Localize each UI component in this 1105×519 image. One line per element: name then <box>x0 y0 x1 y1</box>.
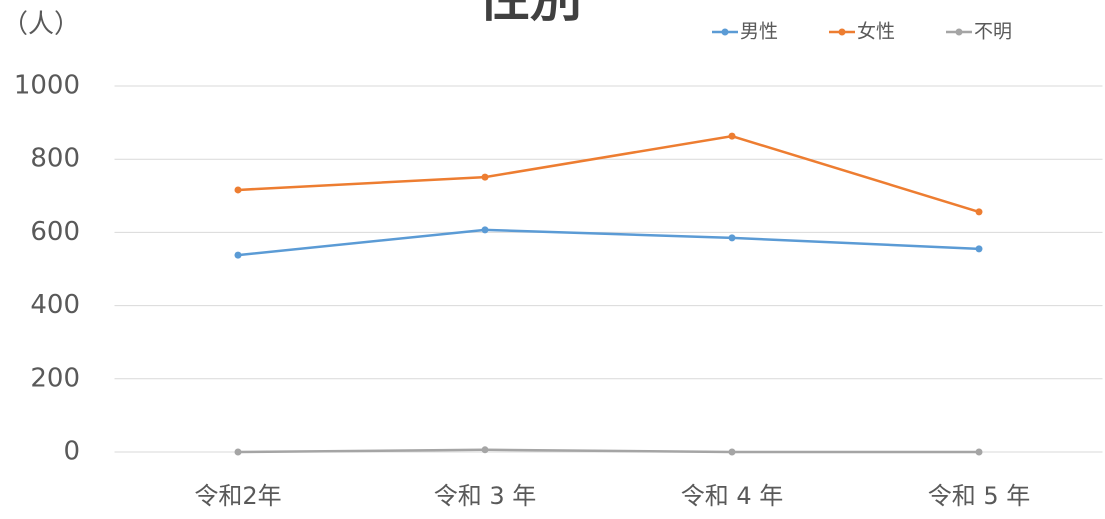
data-point <box>234 251 242 259</box>
series-line <box>237 228 980 257</box>
y-tick-label: 400 <box>30 290 80 320</box>
data-point <box>975 245 983 253</box>
series-line <box>237 448 979 454</box>
legend-marker <box>955 28 963 36</box>
x-tick-label: 令和 5 年 <box>928 482 1031 510</box>
legend-marker <box>838 28 846 36</box>
data-point <box>481 446 489 454</box>
data-point <box>728 234 736 242</box>
chart-title: 性別 <box>478 0 582 29</box>
data-point <box>975 448 983 456</box>
data-point <box>481 226 489 234</box>
data-point <box>975 208 983 216</box>
y-tick-label: 800 <box>30 144 80 174</box>
legend-marker <box>721 28 729 36</box>
data-point <box>728 132 736 140</box>
y-tick-label: 0 <box>63 437 80 467</box>
legend-label: 女性 <box>857 21 895 43</box>
x-tick-label: 令和2年 <box>194 482 281 510</box>
data-point <box>728 448 736 456</box>
x-tick-label: 令和 3 年 <box>434 482 537 510</box>
x-tick-label: 令和 4 年 <box>681 482 784 510</box>
legend-label: 男性 <box>740 21 778 43</box>
data-point <box>234 186 242 194</box>
series-line <box>237 134 980 214</box>
y-tick-label: 200 <box>30 363 80 393</box>
y-tick-label: 600 <box>30 217 80 247</box>
data-point <box>481 173 489 181</box>
y-axis-label: （人） <box>2 10 80 40</box>
y-tick-label: 1000 <box>14 71 80 101</box>
data-point <box>234 448 242 456</box>
legend-label: 不明 <box>974 21 1012 43</box>
